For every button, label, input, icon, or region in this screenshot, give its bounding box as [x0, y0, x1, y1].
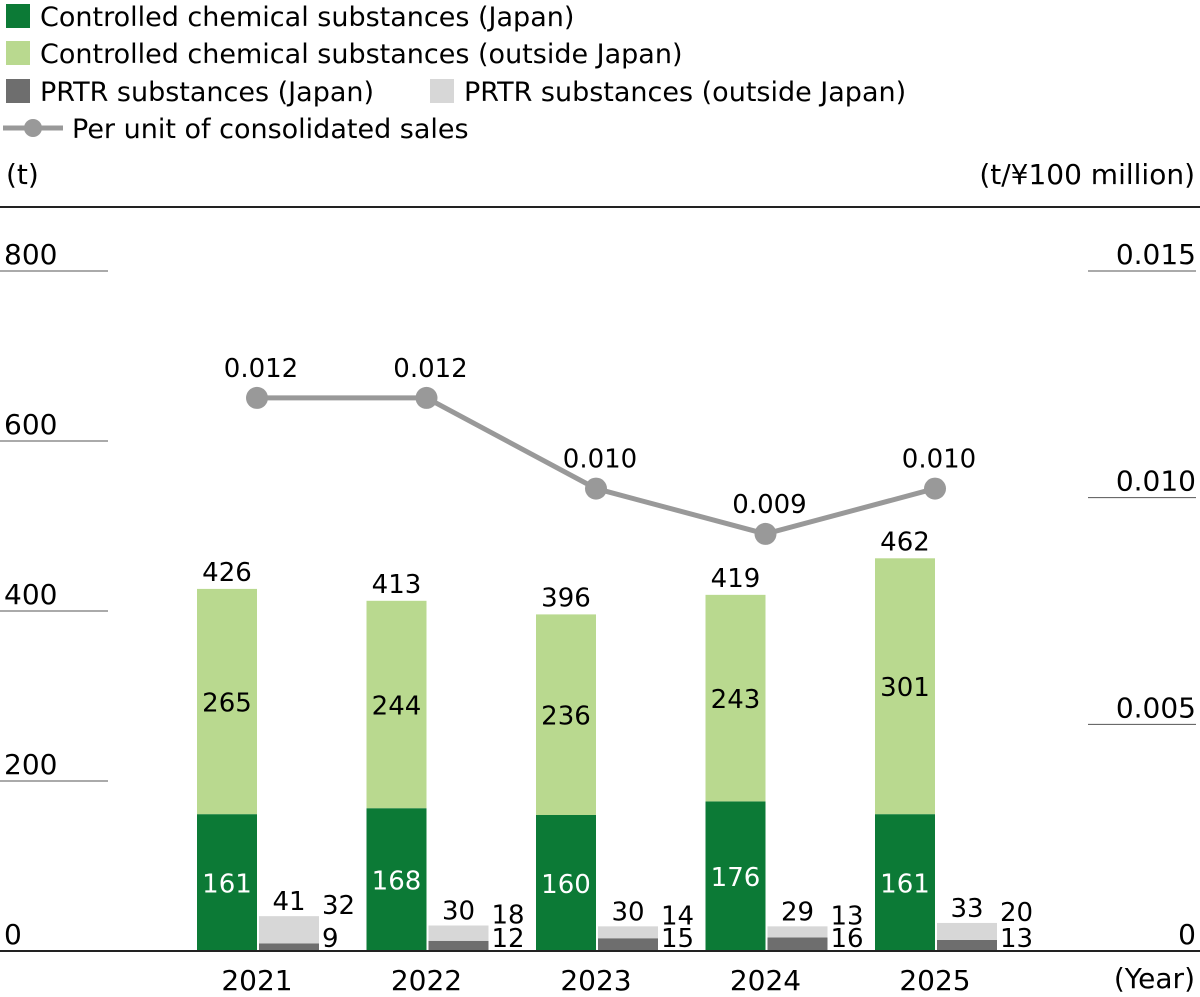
- right-tick-label-0: 0: [1178, 918, 1196, 951]
- legend-swatch-0: [6, 4, 30, 28]
- bar-prtr-outside-2022: [428, 925, 489, 941]
- per-unit-line-series: 0.012 0.012 0.010 0.009 0.010: [224, 354, 976, 545]
- label-controlled-japan-2023: 160: [541, 870, 591, 900]
- label-prtr-total-2021: 41: [272, 887, 305, 917]
- legend-line-dot: [24, 119, 42, 137]
- label-prtr-total-2024: 29: [781, 897, 814, 927]
- bar-prtr-japan-2023: [598, 938, 658, 951]
- bar-controlled-japan-2024: [705, 801, 766, 951]
- per-unit-label-2021: 0.012: [224, 354, 298, 384]
- left-tick-label-3: 600: [4, 408, 57, 441]
- bar-prtr-japan-2025: [937, 939, 997, 951]
- x-tick-label-2022: 2022: [391, 964, 462, 997]
- label-controlled-outside-2024: 243: [711, 685, 761, 715]
- label-controlled-japan-2025: 161: [880, 870, 930, 900]
- label-controlled-total-2023: 396: [541, 583, 591, 613]
- left-tick-label-2: 400: [4, 578, 57, 611]
- legend: Controlled chemical substances (Japan) Co…: [3, 2, 906, 145]
- label-prtr-japan-2024: 16: [831, 924, 864, 954]
- bar-controlled-japan-2025: [875, 814, 935, 951]
- label-controlled-total-2021: 426: [202, 558, 252, 588]
- label-prtr-outside-2021: 32: [322, 891, 355, 921]
- legend-swatch-1: [6, 41, 30, 65]
- bar-prtr-japan-2021: [259, 943, 319, 951]
- bar-controlled-japan-2023: [536, 815, 596, 951]
- bar-prtr-outside-2024: [767, 926, 828, 938]
- label-prtr-japan-2023: 15: [661, 924, 694, 954]
- legend-swatch-2: [6, 79, 30, 103]
- bar-controlled-outside-2023: [536, 614, 596, 815]
- bar-prtr-outside-2025: [937, 922, 997, 940]
- right-tick-label-2: 0.010: [1116, 465, 1196, 498]
- x-axis-labels: 2021 2022 2023 2024 2025: [221, 964, 970, 997]
- label-prtr-total-2023: 30: [611, 897, 644, 927]
- left-tick-label-4: 800: [4, 238, 57, 271]
- gridlines: 0 200 400 600 800 0 0.005 0.010 0.015: [0, 238, 1196, 951]
- label-controlled-outside-2023: 236: [541, 702, 591, 732]
- bar-controlled-japan-2022: [366, 808, 427, 951]
- per-unit-label-2022: 0.012: [393, 354, 467, 384]
- bar-prtr-outside-2023: [598, 926, 658, 939]
- right-axis-unit: (t/¥100 million): [979, 158, 1195, 191]
- bar-controlled-outside-2024: [705, 594, 766, 802]
- x-axis-unit: (Year): [1114, 962, 1195, 995]
- left-tick-label-1: 200: [4, 748, 57, 781]
- legend-label-1: Controlled chemical substances (outside …: [40, 39, 683, 70]
- per-unit-label-2023: 0.010: [563, 445, 637, 475]
- label-controlled-total-2024: 419: [711, 564, 761, 594]
- label-controlled-total-2025: 462: [880, 527, 930, 557]
- bar-controlled-outside-2025: [875, 558, 935, 815]
- label-prtr-japan-2022: 12: [492, 924, 525, 954]
- legend-label-3: PRTR substances (outside Japan): [464, 77, 906, 108]
- label-prtr-outside-2023: 14: [661, 901, 694, 931]
- per-unit-point-2022: [415, 386, 438, 409]
- bar-controlled-japan-2021: [197, 814, 257, 951]
- left-tick-label-0: 0: [4, 918, 22, 951]
- bar-prtr-outside-2021: [259, 916, 319, 944]
- label-controlled-outside-2022: 244: [372, 692, 422, 722]
- bar-controlled-outside-2022: [366, 600, 427, 809]
- bar-controlled-outside-2021: [197, 588, 257, 815]
- label-prtr-outside-2025: 20: [1000, 898, 1033, 928]
- label-controlled-total-2022: 413: [372, 570, 422, 600]
- label-controlled-japan-2021: 161: [202, 870, 252, 900]
- per-unit-point-2024: [754, 522, 777, 545]
- legend-label-2: PRTR substances (Japan): [40, 77, 374, 108]
- label-prtr-japan-2025: 13: [1000, 924, 1033, 954]
- bar-prtr-japan-2024: [767, 937, 828, 951]
- x-tick-label-2021: 2021: [221, 964, 292, 997]
- per-unit-point-2025: [924, 477, 946, 500]
- right-tick-label-3: 0.015: [1116, 238, 1196, 271]
- x-tick-label-2023: 2023: [560, 964, 631, 997]
- label-prtr-outside-2022: 18: [492, 901, 525, 931]
- label-controlled-outside-2025: 301: [880, 673, 930, 703]
- legend-label-4: Per unit of consolidated sales: [72, 114, 469, 145]
- x-tick-label-2024: 2024: [730, 964, 801, 997]
- per-unit-point-2023: [585, 477, 607, 500]
- label-prtr-total-2025: 33: [950, 894, 983, 924]
- label-prtr-total-2022: 30: [442, 897, 475, 927]
- label-controlled-japan-2022: 168: [372, 867, 422, 897]
- legend-swatch-3: [430, 79, 454, 103]
- per-unit-point-2021: [246, 386, 268, 409]
- label-controlled-japan-2024: 176: [711, 863, 761, 893]
- per-unit-label-2024: 0.009: [732, 490, 806, 520]
- x-tick-label-2025: 2025: [899, 964, 970, 997]
- label-prtr-japan-2021: 9: [322, 924, 339, 954]
- right-tick-label-1: 0.005: [1116, 691, 1196, 724]
- label-prtr-outside-2024: 13: [831, 901, 864, 931]
- label-controlled-outside-2021: 265: [202, 689, 252, 719]
- bar-prtr-japan-2022: [428, 940, 489, 951]
- left-axis-unit: (t): [6, 158, 39, 191]
- legend-label-0: Controlled chemical substances (Japan): [40, 2, 574, 33]
- per-unit-label-2025: 0.010: [902, 445, 976, 475]
